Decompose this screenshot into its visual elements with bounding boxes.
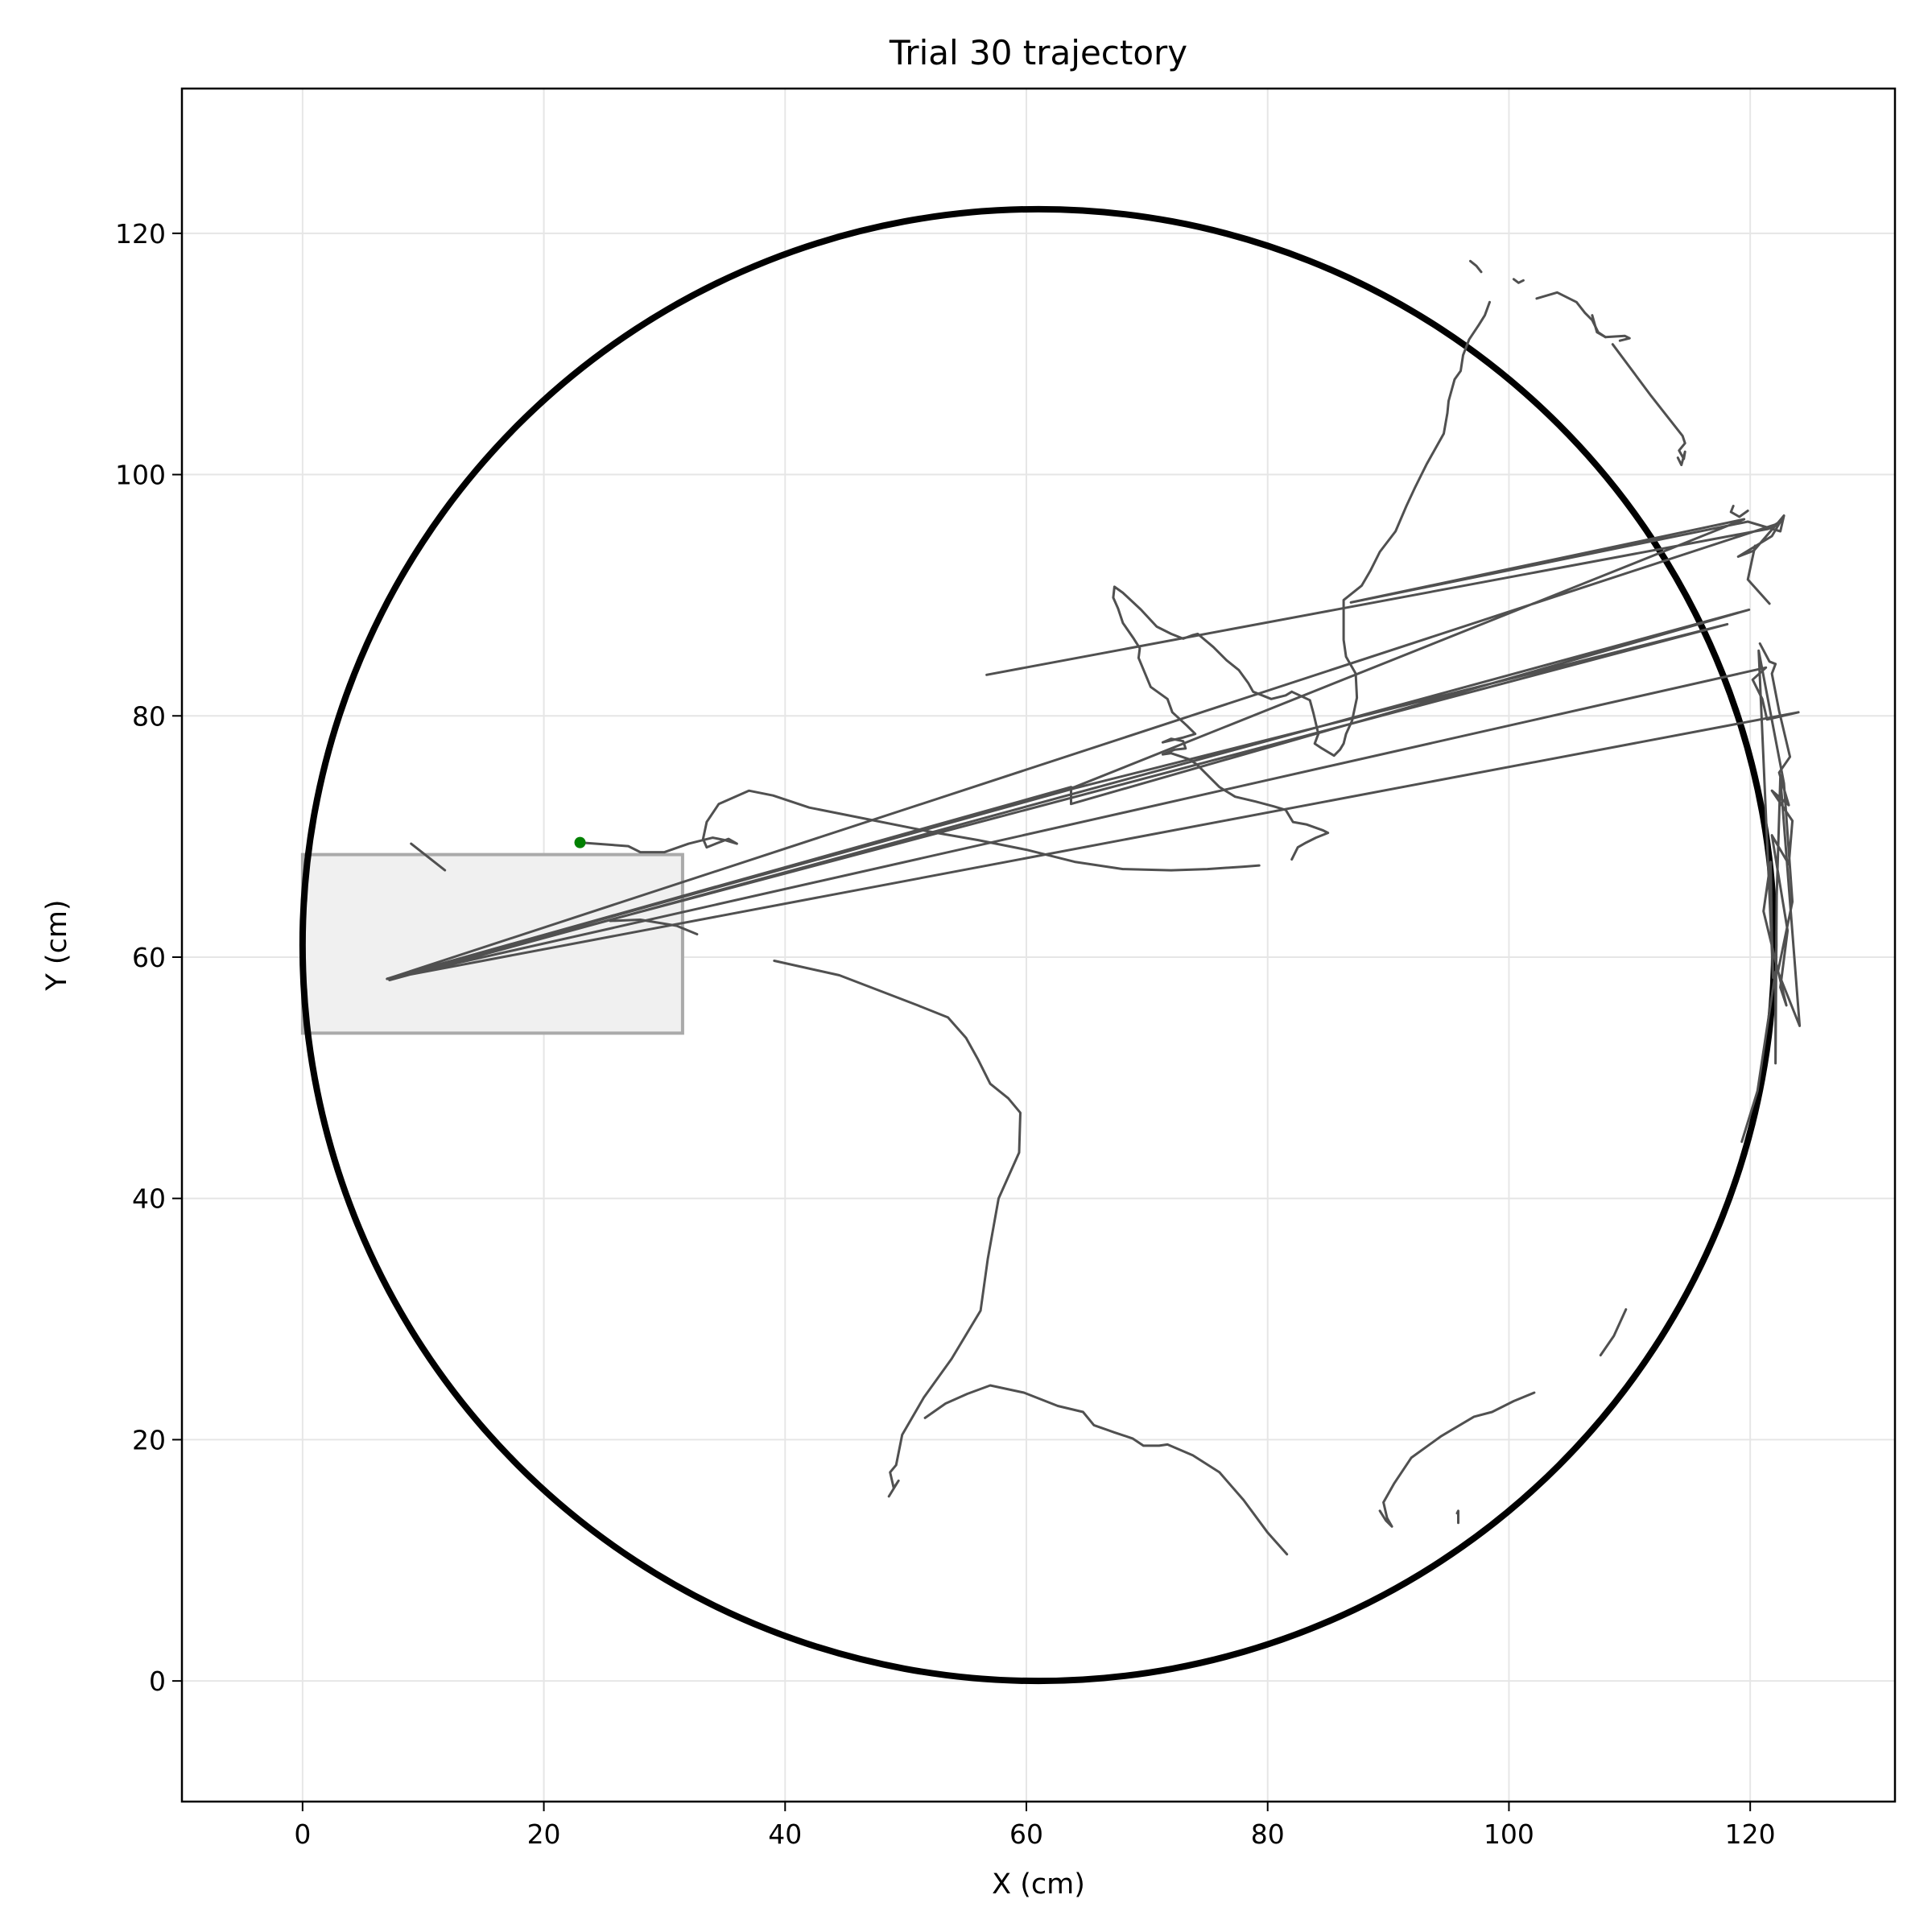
trajectory-segment [773, 960, 1022, 1498]
trajectory-segment [1290, 300, 1491, 758]
plot-area [299, 205, 1802, 1685]
y-tick-label: 80 [132, 700, 166, 732]
x-tick-label: 20 [527, 1818, 561, 1850]
trajectory-segment [410, 842, 447, 872]
trajectory-segment [923, 1384, 1289, 1556]
chart-title: Trial 30 trajectory [889, 33, 1187, 72]
trajectory-segment [609, 919, 699, 935]
x-tick-label: 60 [1009, 1818, 1043, 1850]
y-tick-label: 40 [132, 1183, 166, 1215]
y-axis-label: Y (cm) [41, 899, 73, 991]
y-tick-label: 100 [115, 460, 166, 491]
x-tick-label: 40 [768, 1818, 802, 1850]
trajectory-segment [386, 608, 1800, 981]
trajectory-segment [386, 514, 1785, 980]
ticks: 0 20 40 60 80 100 120 0 20 40 60 80 100 120 [115, 218, 1776, 1850]
trajectory-segment [1729, 505, 1749, 518]
y-tick-label: 0 [149, 1666, 166, 1697]
trajectory-segment [579, 789, 1261, 872]
y-tick-label: 20 [132, 1424, 166, 1455]
trajectory-segment [1591, 314, 1607, 339]
y-tick-label: 120 [115, 218, 166, 250]
trajectory-segment [1740, 642, 1802, 1143]
trajectory-segment [1469, 259, 1483, 274]
x-tick-label: 80 [1251, 1818, 1285, 1850]
start-point-marker [574, 836, 586, 848]
trajectory-segment [1455, 1509, 1459, 1525]
trajectory-segment [1611, 343, 1686, 467]
trajectory-segment [1378, 1391, 1536, 1528]
arena-circle [299, 205, 1778, 1685]
trajectory-segment [1746, 544, 1771, 605]
x-tick-label: 0 [294, 1818, 311, 1850]
x-tick-label: 120 [1725, 1818, 1776, 1850]
x-axis-label: X (cm) [992, 1868, 1085, 1901]
trajectory-segment [1599, 1308, 1628, 1356]
trajectory-segment [1512, 278, 1525, 284]
y-tick-label: 60 [132, 942, 166, 973]
x-tick-label: 100 [1484, 1818, 1534, 1850]
axes-frame [180, 87, 1897, 1803]
